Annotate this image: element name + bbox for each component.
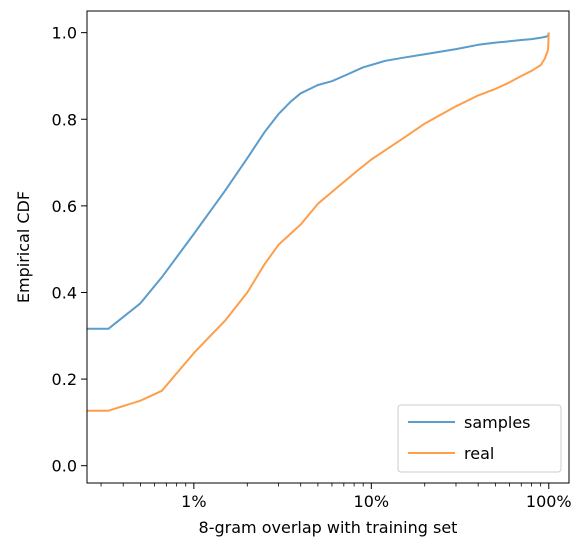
plot-background [87, 11, 569, 483]
x-axis-label: 8-gram overlap with training set [199, 518, 458, 537]
y-tick-label: 0.4 [52, 283, 77, 302]
y-tick-label: 0.6 [52, 197, 77, 216]
x-tick-label: 100% [526, 492, 572, 511]
plot-frame [86, 10, 570, 484]
series-line-samples [87, 32, 550, 330]
x-tick-label: 1% [181, 492, 206, 511]
x-tick-label: 10% [354, 492, 390, 511]
y-tick-label: 0.8 [52, 110, 77, 129]
y-tick-label: 1.0 [52, 24, 77, 43]
y-tick-label: 0.2 [52, 370, 77, 389]
axes-layer: 1% 10% 100% 0.0 0.2 0.4 0.6 0.8 1.0 [52, 24, 572, 511]
legend-label-real: real [464, 444, 494, 463]
y-axis-label: Empirical CDF [14, 191, 33, 303]
legend: samples real [397, 404, 562, 473]
legend-label-samples: samples [464, 413, 531, 432]
series-line-real [87, 32, 550, 412]
series-layer [87, 32, 550, 412]
y-tick-label: 0.0 [52, 457, 77, 476]
